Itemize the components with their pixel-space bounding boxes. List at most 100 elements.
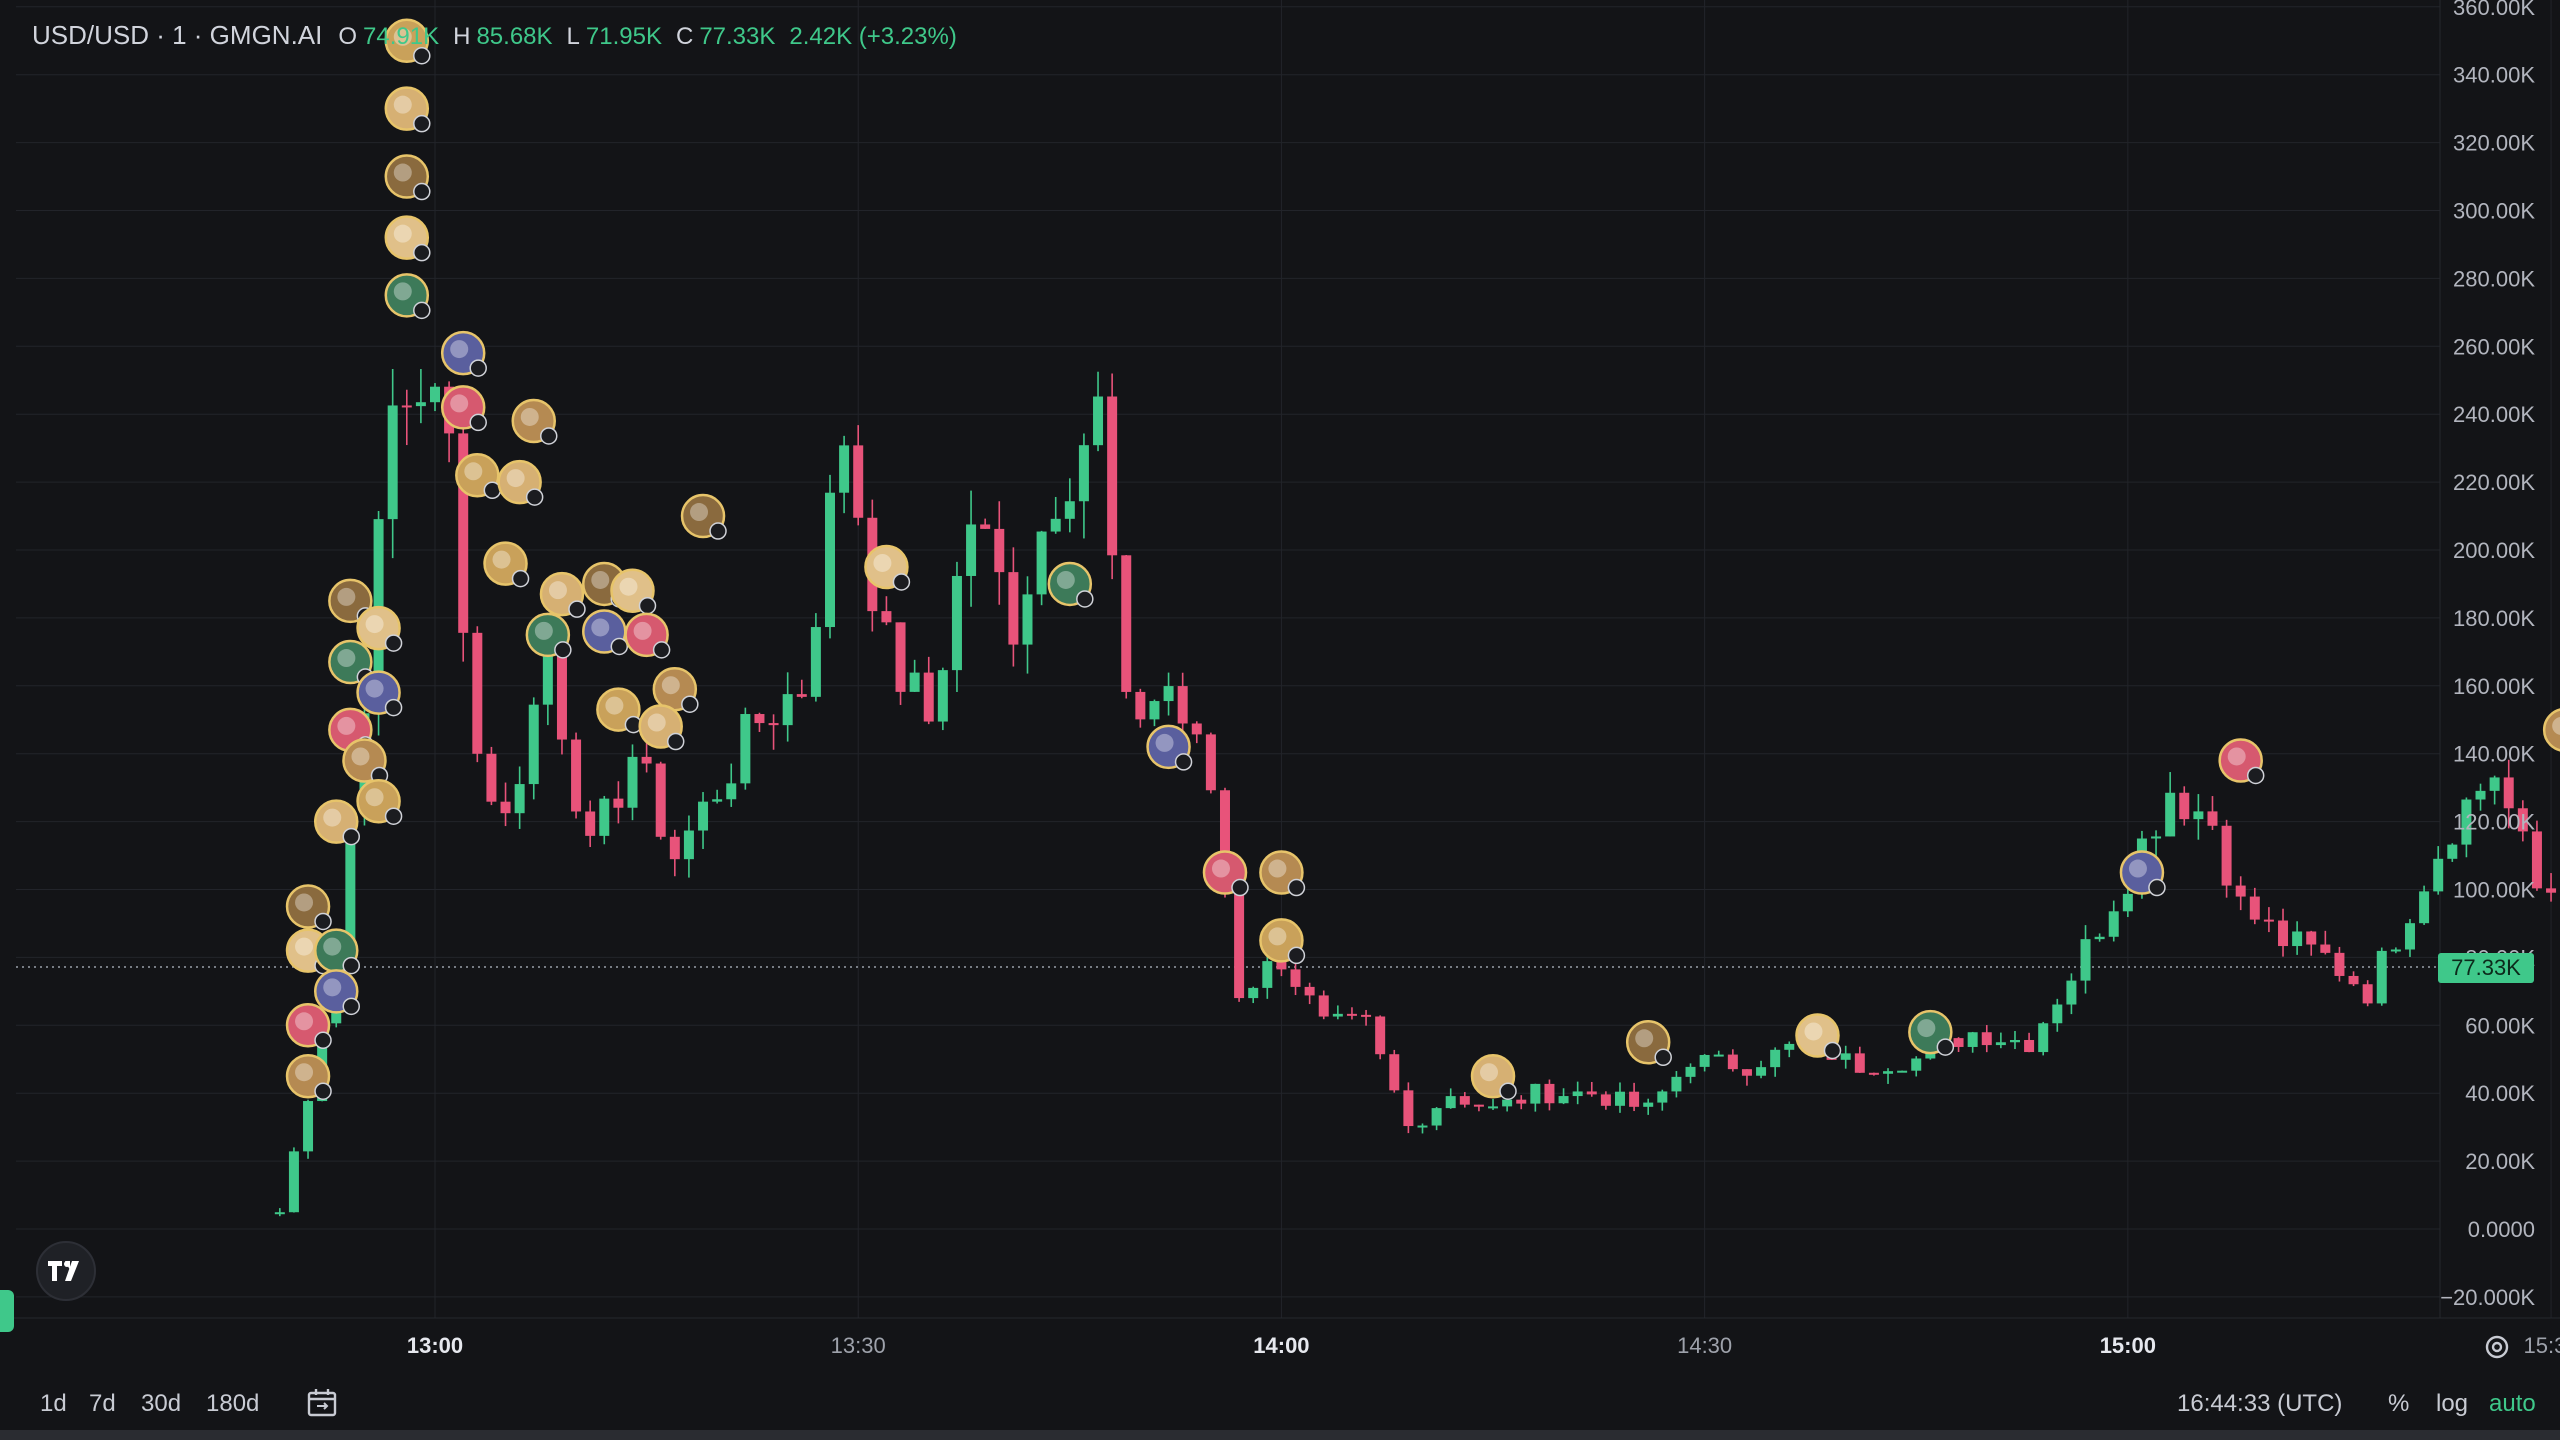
- candle: [1008, 547, 1019, 667]
- candle: [1234, 890, 1245, 1002]
- candle: [1868, 1072, 1879, 1076]
- trader-avatar-icon[interactable]: [2542, 708, 2560, 753]
- percent-scale-toggle[interactable]: %: [2388, 1390, 2410, 1417]
- candle: [1121, 554, 1132, 699]
- trader-avatar-icon[interactable]: [864, 544, 911, 591]
- candle: [909, 659, 920, 692]
- candle: [2108, 900, 2119, 942]
- range-30d-button[interactable]: 30d: [141, 1390, 182, 1417]
- trader-avatar-icon[interactable]: [384, 86, 431, 133]
- trader-avatar-icon[interactable]: [497, 459, 544, 506]
- side-panel-toggle[interactable]: [0, 1290, 14, 1332]
- candle: [2066, 973, 2077, 1015]
- candle: [966, 490, 977, 607]
- trader-avatar-icon[interactable]: [356, 605, 403, 652]
- trader-avatar-icon[interactable]: [1259, 850, 1306, 897]
- trader-avatar-icon[interactable]: [384, 273, 431, 320]
- trader-avatar-icon[interactable]: [356, 670, 403, 717]
- candle: [500, 782, 511, 827]
- candle: [1699, 1054, 1710, 1072]
- candle: [1953, 1037, 1964, 1053]
- trader-avatar-icon[interactable]: [596, 687, 643, 734]
- trader-avatar-icon[interactable]: [525, 612, 572, 659]
- trader-avatar-icon[interactable]: [384, 18, 431, 65]
- candle: [1078, 433, 1089, 539]
- trader-avatar-icon[interactable]: [384, 215, 431, 262]
- trader-avatar-icon[interactable]: [314, 969, 361, 1016]
- trader-avatar-icon[interactable]: [440, 330, 487, 377]
- candle: [2404, 918, 2415, 957]
- candle: [2221, 819, 2232, 898]
- trader-avatar-icon[interactable]: [314, 799, 361, 846]
- trader-avatar-icon[interactable]: [356, 778, 403, 825]
- candle: [1361, 1009, 1372, 1026]
- candle: [1163, 672, 1174, 716]
- candle: [1713, 1050, 1724, 1057]
- trader-avatar-icon[interactable]: [483, 541, 530, 588]
- symbol-title: USD/USD · 1 · GMGN.AI: [32, 20, 323, 50]
- trader-avatar-icon[interactable]: [285, 884, 332, 931]
- candle: [1629, 1082, 1640, 1112]
- candle: [1756, 1060, 1767, 1079]
- range-7d-button[interactable]: 7d: [89, 1390, 116, 1417]
- trader-avatar-icon[interactable]: [610, 568, 657, 615]
- trader-avatar-icon[interactable]: [1625, 1020, 1672, 1067]
- trader-avatar-icon[interactable]: [638, 704, 685, 751]
- bottom-scrollbar[interactable]: [0, 1430, 2560, 1440]
- trader-avatar-icon[interactable]: [285, 1003, 332, 1050]
- candle: [1375, 1015, 1386, 1060]
- open-key: O: [338, 23, 358, 50]
- candle: [1417, 1123, 1428, 1134]
- utc-clock[interactable]: 16:44:33 (UTC): [2177, 1390, 2343, 1417]
- candle: [712, 789, 723, 804]
- trader-avatar-icon[interactable]: [440, 385, 487, 432]
- log-scale-toggle[interactable]: log: [2436, 1390, 2469, 1417]
- trader-avatar-icon[interactable]: [342, 738, 389, 785]
- trader-avatar-icon[interactable]: [1146, 724, 1193, 771]
- range-180d-button[interactable]: 180d: [206, 1390, 260, 1417]
- trader-avatar-icon[interactable]: [285, 1053, 332, 1100]
- candle: [2235, 876, 2246, 911]
- candle: [472, 626, 483, 763]
- candle: [1911, 1056, 1922, 1077]
- trader-avatar-icon[interactable]: [1259, 918, 1306, 965]
- calendar-icon[interactable]: [305, 1386, 339, 1425]
- trader-avatar-icon[interactable]: [1470, 1053, 1517, 1100]
- gear-icon[interactable]: [2480, 1330, 2514, 1364]
- candle: [2362, 980, 2373, 1007]
- trader-avatar-icon[interactable]: [1908, 1009, 1955, 1056]
- price-tick-label: 0.0000: [2468, 1217, 2535, 1242]
- trader-avatar-icon[interactable]: [384, 154, 431, 201]
- candle: [528, 697, 539, 800]
- candle: [2475, 783, 2486, 811]
- candle: [2080, 925, 2091, 994]
- tradingview-logo-icon[interactable]: [36, 1241, 96, 1301]
- candle: [1558, 1088, 1569, 1105]
- trader-avatar-icon[interactable]: [1047, 561, 1094, 608]
- candle: [2306, 930, 2317, 956]
- candle: [387, 368, 398, 559]
- trader-avatar-icon[interactable]: [455, 453, 502, 500]
- trader-avatar-icon[interactable]: [511, 398, 558, 445]
- candle: [740, 707, 751, 790]
- trader-avatar-icon[interactable]: [1795, 1013, 1842, 1060]
- candle: [1488, 1099, 1499, 1110]
- candle: [1643, 1098, 1654, 1115]
- trader-avatar-icon[interactable]: [1202, 850, 1249, 897]
- auto-scale-toggle[interactable]: auto: [2489, 1390, 2536, 1417]
- trader-avatar-icon[interactable]: [2119, 850, 2166, 897]
- range-1d-button[interactable]: 1d: [40, 1390, 67, 1417]
- trader-avatar-icon[interactable]: [539, 571, 586, 618]
- trader-avatar-icon[interactable]: [680, 493, 727, 540]
- candle: [1897, 1070, 1908, 1073]
- candle: [2390, 947, 2401, 954]
- trader-avatar-icon[interactable]: [2218, 738, 2265, 785]
- candle: [1544, 1079, 1555, 1111]
- trader-avatar-icon[interactable]: [314, 928, 361, 975]
- candle: [1149, 699, 1160, 727]
- trader-avatar-icon[interactable]: [624, 612, 671, 659]
- candle: [1389, 1049, 1400, 1093]
- trader-avatar-icon[interactable]: [582, 609, 629, 656]
- price-tick-label: 40.00K: [2465, 1081, 2535, 1106]
